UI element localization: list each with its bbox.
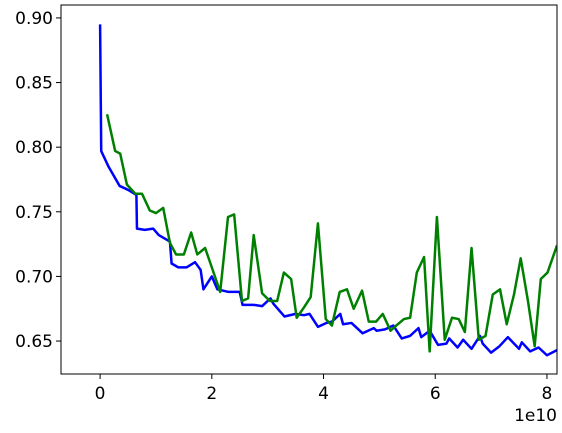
y-tick-label: 0.75 <box>15 203 53 223</box>
x-offset-label: 1e10 <box>514 406 557 426</box>
x-tick-label: 2 <box>206 384 217 404</box>
plot-frame <box>60 4 558 375</box>
x-tick-label: 6 <box>430 384 441 404</box>
x-tick-label: 0 <box>95 384 106 404</box>
x-tick-label: 4 <box>318 384 329 404</box>
y-tick-label: 0.85 <box>15 74 53 94</box>
line <box>98 24 557 357</box>
y-tick-label: 0.65 <box>15 332 53 352</box>
x-tick-label: 8 <box>542 384 553 404</box>
y-tick-label: 0.90 <box>15 9 53 29</box>
y-tick-label: 0.80 <box>15 138 53 158</box>
y-tick-label: 0.70 <box>15 267 53 287</box>
line <box>105 113 557 353</box>
